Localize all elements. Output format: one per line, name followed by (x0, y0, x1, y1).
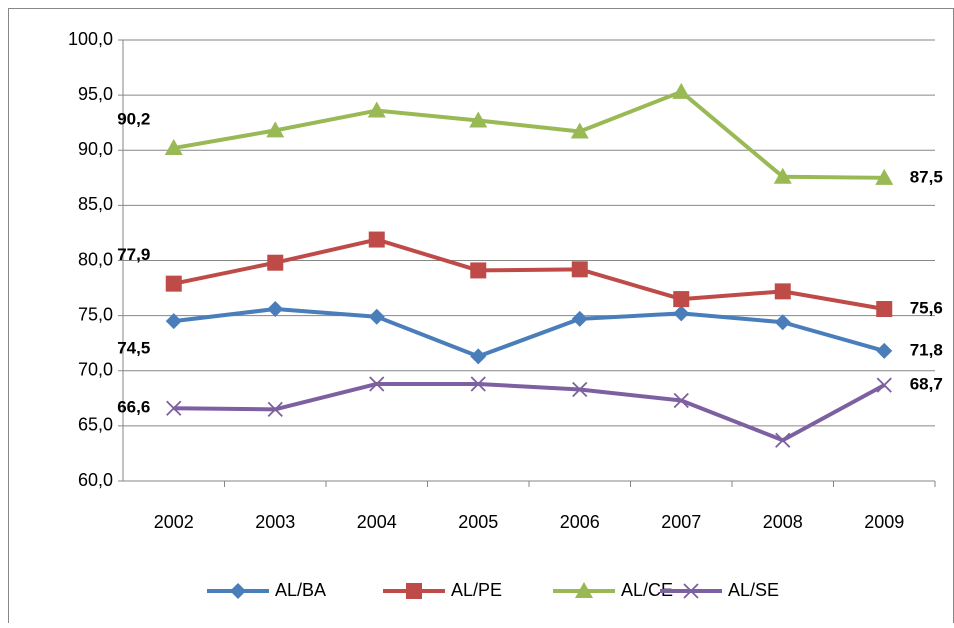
marker (367, 101, 386, 118)
marker (470, 348, 487, 365)
marker (267, 401, 283, 417)
marker (875, 168, 894, 185)
y-tick-label: 60,0 (78, 470, 113, 490)
marker (470, 376, 486, 392)
x-tick-label: 2005 (458, 512, 498, 532)
y-tick-label: 100,0 (68, 29, 113, 49)
legend-marker (683, 583, 699, 599)
y-tick-label: 65,0 (78, 415, 113, 435)
series-line (173, 237, 885, 311)
y-tick-label: 80,0 (78, 249, 113, 269)
marker (774, 283, 791, 300)
marker (165, 275, 182, 292)
marker (774, 314, 791, 331)
marker (266, 121, 285, 138)
marker (469, 111, 488, 128)
value-label: 66,6 (117, 398, 150, 417)
legend-label: AL/CE (621, 580, 673, 600)
marker (673, 392, 689, 409)
marker (876, 301, 893, 318)
marker (368, 308, 385, 325)
x-tick-label: 2006 (560, 512, 600, 532)
x-tick-label: 2009 (864, 512, 904, 532)
marker (773, 167, 792, 184)
chart-frame (8, 8, 954, 628)
value-label: 90,2 (117, 110, 150, 129)
marker (369, 376, 385, 392)
marker (164, 139, 183, 156)
marker (571, 261, 588, 278)
value-label: 77,9 (117, 245, 150, 264)
value-label: 74,5 (117, 339, 150, 358)
marker (673, 291, 690, 308)
legend-label: AL/PE (451, 580, 502, 600)
y-tick-label: 75,0 (78, 304, 113, 324)
x-tick-label: 2003 (255, 512, 295, 532)
marker (673, 305, 690, 322)
x-tick-label: 2008 (763, 512, 803, 532)
series-line (173, 89, 885, 180)
marker (572, 381, 588, 398)
legend-item: AL/PE (383, 580, 502, 600)
legend-item: AL/CE (553, 580, 673, 600)
marker (570, 122, 589, 139)
y-tick-label: 90,0 (78, 139, 113, 159)
marker (571, 310, 588, 327)
marker (775, 432, 791, 448)
marker (267, 301, 284, 318)
value-label: 75,6 (910, 298, 943, 317)
series-line (173, 381, 886, 443)
marker (876, 342, 893, 359)
marker (165, 313, 182, 330)
legend-marker (230, 583, 246, 599)
legend-item: AL/BA (207, 580, 326, 600)
marker (267, 254, 284, 271)
y-tick-label: 85,0 (78, 194, 113, 214)
marker (368, 231, 385, 248)
value-label: 71,8 (910, 340, 943, 359)
value-label: 68,7 (910, 375, 943, 394)
marker (876, 377, 892, 393)
x-tick-label: 2002 (154, 512, 194, 532)
x-tick-label: 2007 (661, 512, 701, 532)
series-line (173, 307, 885, 359)
legend-marker (575, 582, 593, 598)
legend-label: AL/BA (275, 580, 326, 600)
y-tick-label: 70,0 (78, 360, 113, 380)
marker (672, 82, 691, 99)
marker (470, 262, 487, 279)
legend-label: AL/SE (728, 580, 779, 600)
marker (166, 400, 182, 416)
legend-marker (406, 583, 422, 599)
y-tick-label: 95,0 (78, 84, 113, 104)
x-tick-label: 2004 (357, 512, 397, 532)
value-label: 87,5 (910, 167, 943, 186)
legend-item: AL/SE (660, 580, 779, 600)
